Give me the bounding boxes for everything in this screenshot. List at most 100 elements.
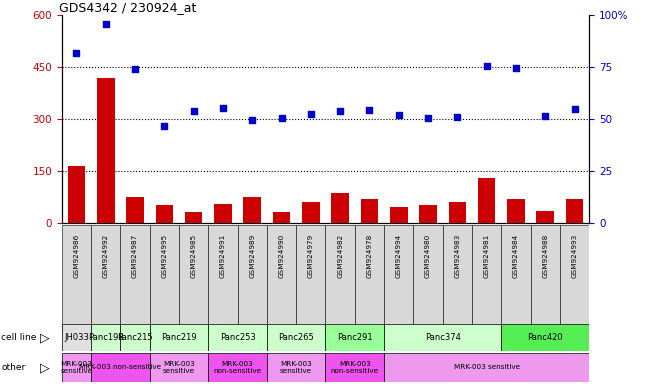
Text: GSM924980: GSM924980	[425, 233, 431, 278]
Bar	[126, 197, 144, 223]
Bar	[150, 353, 208, 382]
Point	[100, 21, 111, 27]
Bar	[560, 225, 589, 334]
Bar	[267, 353, 326, 382]
Bar	[120, 324, 150, 351]
Bar	[326, 324, 384, 351]
Bar	[62, 225, 91, 334]
Point	[481, 63, 492, 69]
Bar	[501, 225, 531, 334]
Point	[276, 115, 286, 121]
Text: MRK-003
sensitive: MRK-003 sensitive	[61, 361, 92, 374]
Point	[452, 114, 462, 121]
Point	[423, 115, 434, 121]
Bar	[413, 225, 443, 334]
Bar	[62, 353, 91, 382]
Text: GSM924989: GSM924989	[249, 233, 255, 278]
Text: GSM924982: GSM924982	[337, 233, 343, 278]
Bar	[507, 199, 525, 223]
Bar	[91, 324, 120, 351]
Bar	[384, 353, 589, 382]
Bar	[326, 353, 384, 382]
Bar	[449, 202, 466, 223]
Bar	[361, 199, 378, 223]
Bar	[208, 324, 267, 351]
Text: MRK-003 non-sensitive: MRK-003 non-sensitive	[79, 364, 161, 371]
Bar	[419, 205, 437, 223]
Bar	[150, 225, 179, 334]
Bar	[267, 225, 296, 334]
Text: GSM924983: GSM924983	[454, 233, 460, 278]
Bar	[97, 78, 115, 223]
Bar	[68, 166, 85, 223]
Bar	[273, 212, 290, 223]
Point	[159, 123, 169, 129]
Bar	[355, 225, 384, 334]
Text: ▷: ▷	[40, 331, 49, 344]
Bar	[501, 324, 589, 351]
Bar	[326, 225, 355, 334]
Text: Panc420: Panc420	[527, 333, 563, 342]
Bar	[296, 225, 326, 334]
Text: Panc265: Panc265	[279, 333, 314, 342]
Text: GSM924987: GSM924987	[132, 233, 138, 278]
Bar	[331, 194, 349, 223]
Bar	[156, 205, 173, 223]
Text: MRK-003 sensitive: MRK-003 sensitive	[454, 364, 519, 371]
Text: GSM924979: GSM924979	[308, 233, 314, 278]
Text: GDS4342 / 230924_at: GDS4342 / 230924_at	[59, 1, 197, 14]
Bar	[91, 353, 150, 382]
Text: Panc253: Panc253	[220, 333, 255, 342]
Point	[540, 113, 550, 119]
Text: GSM924995: GSM924995	[161, 233, 167, 278]
Text: GSM924981: GSM924981	[484, 233, 490, 278]
Bar	[531, 225, 560, 334]
Bar	[62, 324, 91, 351]
Bar	[238, 225, 267, 334]
Text: MRK-003
sensitive: MRK-003 sensitive	[280, 361, 312, 374]
Bar	[472, 225, 501, 334]
Text: Panc215: Panc215	[117, 333, 153, 342]
Point	[510, 65, 521, 71]
Text: GSM924978: GSM924978	[367, 233, 372, 278]
Text: GSM924985: GSM924985	[191, 233, 197, 278]
Text: Panc374: Panc374	[424, 333, 461, 342]
Point	[188, 108, 199, 114]
Point	[305, 111, 316, 117]
Text: other: other	[1, 363, 25, 372]
Text: GSM924991: GSM924991	[220, 233, 226, 278]
Text: GSM924993: GSM924993	[572, 233, 577, 278]
Bar	[179, 225, 208, 334]
Text: MRK-003
non-sensitive: MRK-003 non-sensitive	[331, 361, 379, 374]
Text: ▷: ▷	[40, 361, 49, 374]
Text: cell line: cell line	[1, 333, 36, 342]
Text: GSM924988: GSM924988	[542, 233, 548, 278]
Point	[71, 50, 82, 56]
Text: GSM924984: GSM924984	[513, 233, 519, 278]
Point	[217, 104, 228, 111]
Bar	[150, 324, 208, 351]
Point	[247, 117, 257, 123]
Bar	[536, 210, 554, 223]
Bar	[120, 225, 150, 334]
Bar	[302, 202, 320, 223]
Bar	[243, 197, 261, 223]
Point	[335, 108, 345, 114]
Bar	[208, 353, 267, 382]
Text: Panc198: Panc198	[88, 333, 124, 342]
Bar	[478, 178, 495, 223]
Text: GSM924986: GSM924986	[74, 233, 79, 278]
Text: Panc291: Panc291	[337, 333, 372, 342]
Point	[364, 107, 374, 113]
Point	[393, 111, 404, 118]
Text: Panc219: Panc219	[161, 333, 197, 342]
Point	[569, 106, 579, 112]
Text: MRK-003
non-sensitive: MRK-003 non-sensitive	[214, 361, 262, 374]
Bar	[208, 225, 238, 334]
Point	[130, 66, 140, 72]
Bar	[566, 199, 583, 223]
Bar	[384, 324, 501, 351]
Bar	[384, 225, 413, 334]
Text: GSM924992: GSM924992	[103, 233, 109, 278]
Bar	[443, 225, 472, 334]
